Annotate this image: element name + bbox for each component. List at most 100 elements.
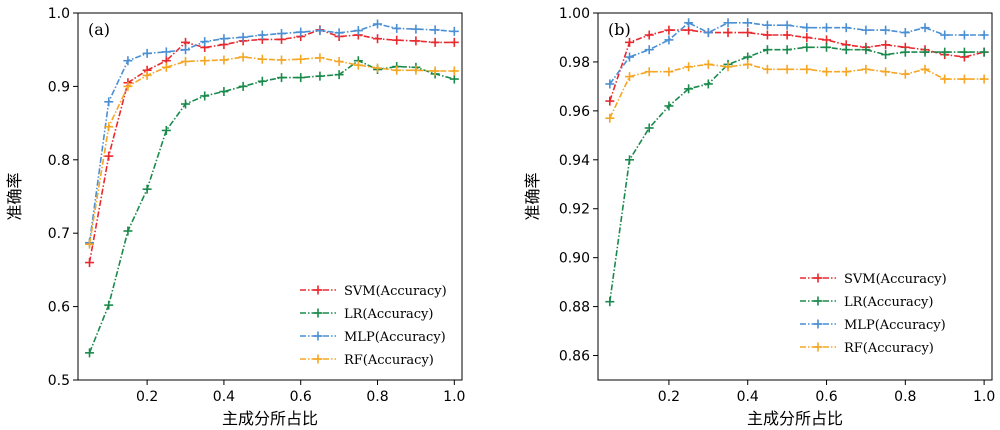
- y-tick-label: 0.92: [559, 202, 590, 218]
- x-tick-label: 0.4: [737, 389, 759, 405]
- y-axis-label: 准确率: [523, 172, 542, 220]
- y-tick-label: 0.7: [48, 226, 70, 242]
- legend-label: RF(Accuracy): [344, 353, 434, 368]
- data-point: [822, 23, 832, 33]
- data-point: [979, 74, 989, 84]
- data-point: [392, 65, 402, 75]
- data-point: [822, 42, 832, 52]
- series-lr: [605, 42, 989, 307]
- data-point: [104, 122, 114, 132]
- legend-label: LR(Accuracy): [344, 307, 433, 322]
- legend-swatch-marker: [813, 342, 823, 352]
- data-point: [334, 56, 344, 66]
- data-point: [802, 32, 812, 42]
- data-point: [142, 184, 152, 194]
- y-tick-label: 0.86: [559, 349, 590, 365]
- data-point: [861, 45, 871, 55]
- series-svm: [605, 25, 989, 106]
- y-tick-label: 0.6: [48, 300, 70, 316]
- y-tick-label: 0.8: [48, 153, 70, 169]
- data-point: [920, 64, 930, 74]
- data-point: [743, 28, 753, 38]
- data-point: [762, 64, 772, 74]
- x-tick-label: 1.0: [443, 389, 465, 405]
- data-point: [684, 18, 694, 28]
- x-tick-label: 0.6: [290, 389, 312, 405]
- series-line: [88, 23, 455, 243]
- data-point: [940, 74, 950, 84]
- data-point: [238, 81, 248, 91]
- data-point: [219, 55, 229, 65]
- data-point: [411, 36, 421, 46]
- data-point: [703, 28, 713, 38]
- data-point: [430, 37, 440, 47]
- data-point: [802, 42, 812, 52]
- y-axis-label: 准确率: [5, 172, 24, 220]
- data-point: [373, 19, 383, 29]
- data-point: [353, 60, 363, 70]
- data-point: [743, 18, 753, 28]
- data-point: [625, 37, 635, 47]
- legend-label: LR(Accuracy): [844, 295, 933, 310]
- series-line: [88, 56, 455, 245]
- data-point: [277, 55, 287, 65]
- data-point: [605, 96, 615, 106]
- data-point: [861, 25, 871, 35]
- y-tick-label: 0.94: [559, 153, 590, 169]
- legend-label: SVM(Accuracy): [844, 272, 947, 287]
- data-point: [181, 45, 191, 55]
- data-point: [605, 113, 615, 123]
- data-point: [762, 20, 772, 30]
- plot-frame: [597, 12, 993, 381]
- data-point: [959, 47, 969, 57]
- data-point: [392, 35, 402, 45]
- data-point: [430, 66, 440, 76]
- data-point: [979, 30, 989, 40]
- data-point: [200, 91, 210, 101]
- legend-label: MLP(Accuracy): [844, 318, 946, 333]
- data-point: [219, 87, 229, 97]
- legend-swatch-marker: [313, 308, 323, 318]
- data-point: [959, 74, 969, 84]
- data-point: [605, 79, 615, 89]
- data-point: [723, 62, 733, 72]
- data-point: [625, 72, 635, 82]
- data-point: [743, 59, 753, 69]
- x-axis-label: 主成分所占比: [747, 409, 843, 428]
- data-point: [181, 99, 191, 109]
- data-point: [782, 45, 792, 55]
- data-point: [920, 23, 930, 33]
- data-point: [449, 66, 459, 76]
- data-point: [296, 54, 306, 64]
- data-point: [920, 47, 930, 57]
- data-point: [900, 28, 910, 38]
- data-point: [181, 56, 191, 66]
- data-point: [822, 67, 832, 77]
- data-point: [841, 67, 851, 77]
- data-point: [644, 67, 654, 77]
- data-point: [238, 52, 248, 62]
- series-rf: [85, 52, 459, 249]
- data-point: [841, 45, 851, 55]
- data-point: [200, 56, 210, 66]
- y-tick-label: 0.96: [559, 104, 590, 120]
- data-point: [334, 28, 344, 38]
- data-point: [257, 76, 267, 86]
- data-point: [123, 226, 133, 236]
- data-point: [802, 64, 812, 74]
- legend-swatch-marker: [313, 331, 323, 341]
- legend: SVM(Accuracy) LR(Accuracy) MLP(Accuracy) RF…: [800, 272, 947, 356]
- data-point: [430, 25, 440, 35]
- data-point: [900, 69, 910, 79]
- data-point: [644, 123, 654, 133]
- data-point: [644, 45, 654, 55]
- data-point: [315, 26, 325, 36]
- data-point: [940, 30, 950, 40]
- y-tick-label: 0.5: [48, 373, 70, 389]
- panel-label: (a): [88, 20, 110, 39]
- data-point: [123, 56, 133, 66]
- series-line: [609, 21, 985, 85]
- series-line: [609, 63, 985, 119]
- legend-swatch-marker: [313, 354, 323, 364]
